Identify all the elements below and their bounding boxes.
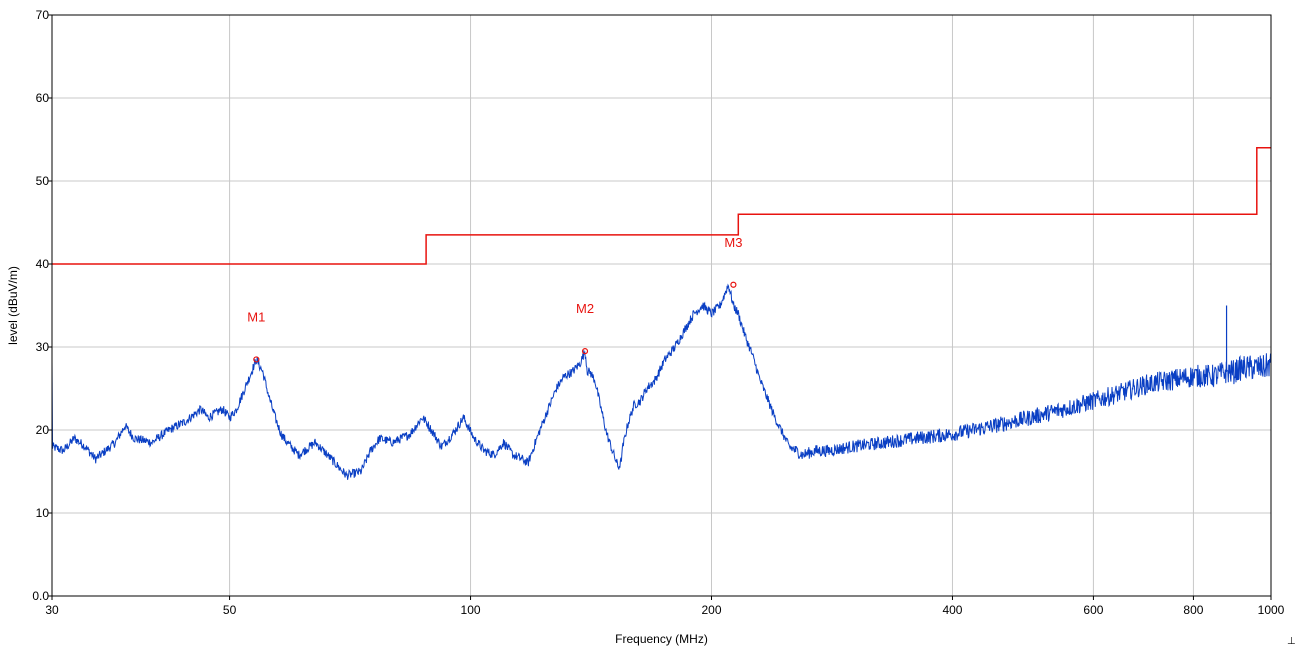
y-tick-label: 60 — [36, 91, 50, 105]
plot-frame — [51, 14, 1272, 597]
corner-mark: ⊥ — [1287, 636, 1296, 647]
x-axis-title: Frequency (MHz) — [615, 632, 708, 646]
marker-point — [253, 356, 260, 363]
y-axis-title: level (dBuV/m) — [6, 266, 20, 345]
x-tick-label: 1000 — [1258, 603, 1285, 617]
y-tick-label: 10 — [36, 506, 50, 520]
marker-label: M3 — [724, 235, 742, 250]
y-tick-label: 70 — [36, 8, 50, 22]
marker-label: M2 — [576, 301, 594, 316]
x-axis-ticks: 30 50 100 200 400 600 800 1000 — [45, 596, 1285, 617]
x-tick-label: 30 — [45, 603, 59, 617]
x-tick-label: 100 — [461, 603, 481, 617]
y-tick-label: 0.0 — [32, 589, 49, 603]
marker-point — [581, 348, 589, 355]
y-tick-label: 40 — [36, 257, 50, 271]
measurement-trace — [51, 283, 1272, 480]
marker-point — [730, 281, 737, 288]
y-tick-label: 30 — [36, 340, 50, 354]
x-tick-label: 200 — [701, 603, 721, 617]
markers-layer: M1 M2 M3 — [247, 235, 742, 363]
x-tick-label: 800 — [1183, 603, 1203, 617]
grid-lines — [51, 14, 1272, 597]
x-tick-label: 400 — [942, 603, 962, 617]
marker-label: M1 — [247, 309, 265, 324]
series-layer — [51, 147, 1272, 480]
y-tick-label: 20 — [36, 423, 50, 437]
x-tick-label: 50 — [223, 603, 237, 617]
y-tick-label: 50 — [36, 174, 50, 188]
y-axis-ticks: 0.0 10 20 30 40 50 60 70 — [32, 8, 52, 603]
x-tick-label: 600 — [1083, 603, 1103, 617]
limit-line — [52, 147, 1271, 265]
